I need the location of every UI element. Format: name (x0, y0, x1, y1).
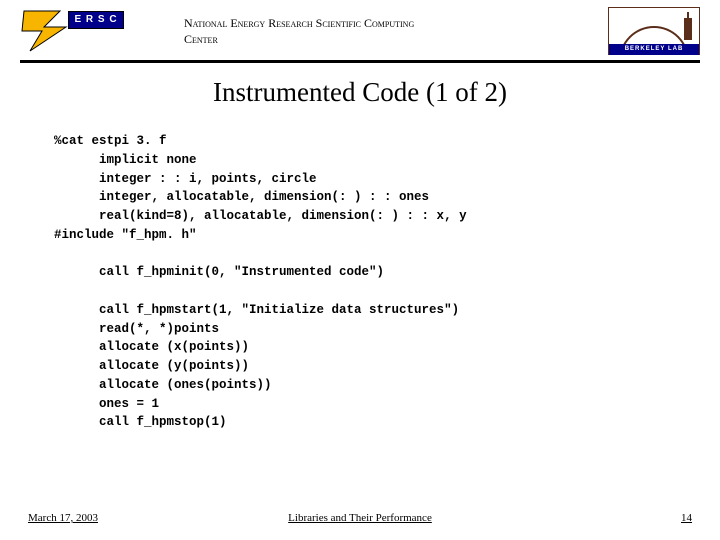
footer-title: Libraries and Their Performance (288, 512, 432, 524)
header-rule (20, 60, 700, 63)
footer-date: March 17, 2003 (28, 512, 98, 524)
lab-arch-icon (619, 26, 689, 44)
lab-illustration (609, 8, 699, 44)
berkeley-lab-logo: BERKELEY LAB (608, 7, 700, 55)
header: E R S C National Energy Research Scienti… (0, 0, 720, 56)
lab-label: BERKELEY LAB (609, 44, 699, 55)
nersc-logo: E R S C (20, 9, 124, 53)
org-name: National Energy Research Scientific Comp… (184, 15, 608, 47)
lab-tower-icon (683, 12, 693, 40)
ersc-label: E R S C (68, 11, 124, 29)
footer-page-number: 14 (681, 512, 692, 524)
footer: March 17, 2003 Libraries and Their Perfo… (0, 512, 720, 524)
org-line-1: National Energy Research Scientific Comp… (184, 15, 608, 31)
slide-title: Instrumented Code (1 of 2) (0, 77, 720, 108)
org-line-2: Center (184, 31, 608, 47)
code-listing: %cat estpi 3. f implicit none integer : … (54, 132, 720, 432)
